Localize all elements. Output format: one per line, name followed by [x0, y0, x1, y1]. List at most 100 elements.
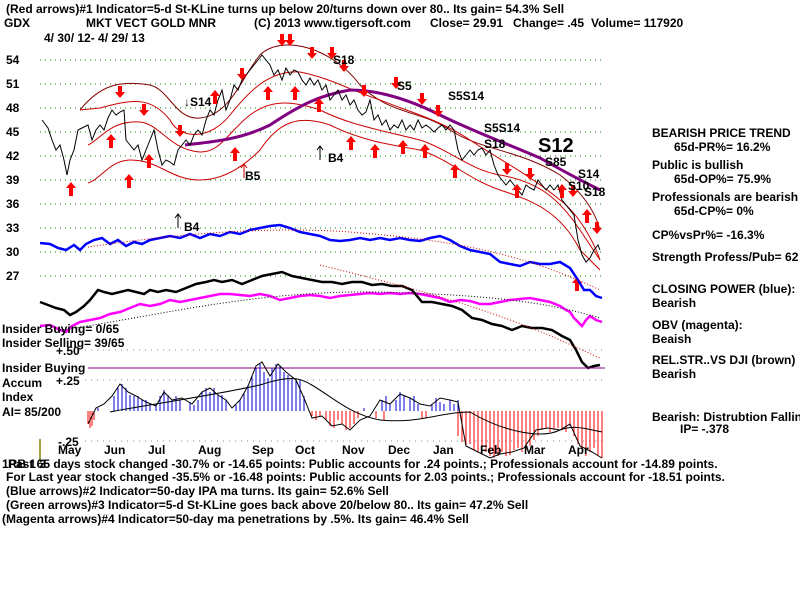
insider-buying-count: Insider Buying= 0/65	[2, 322, 120, 336]
upper-band	[79, 71, 601, 261]
b4-arrow-2	[174, 213, 182, 228]
closing-power-line	[39, 223, 603, 300]
closing-power-title: CLOSING POWER (blue):	[652, 282, 796, 296]
signal-s14-2: S14	[578, 167, 600, 181]
b4-arrow-1	[316, 145, 324, 160]
cpvspr-value: CP%vsPr%= -16.3%	[652, 228, 765, 242]
public-block: Public is bullish 65d-OP%= 75.9%	[652, 158, 771, 186]
closing-power-ma	[87, 229, 601, 291]
ai-status-block: Bearish: Distrubtion Falling IP= -.378	[652, 410, 800, 435]
strength-value: Strength Profess/Pub= 62	[652, 250, 799, 264]
red-arrows-up	[66, 86, 592, 291]
ai-value: AI= 85/200	[2, 405, 62, 419]
indicator1-line: (Red arrows)#1 Indicator=5-d St-KLine tu…	[6, 2, 565, 16]
relstr-ma	[319, 264, 601, 359]
price-trend-block: BEARISH PRICE TREND 65d-PR%= 16.2%	[652, 126, 791, 154]
insider-selling-count: Insider Selling= 39/65	[2, 336, 125, 350]
y-tick-27: 27	[6, 269, 20, 283]
outer-band	[79, 44, 601, 231]
signal-s5s14-2: S5S14	[484, 121, 520, 135]
date-range: 4/ 30/ 12- 4/ 29/ 13	[44, 31, 145, 45]
op-value: 65d-OP%= 75.9%	[674, 172, 772, 186]
obv-title: OBV (magenta):	[652, 318, 743, 332]
x-tick-sep: Sep	[252, 443, 275, 457]
y-tick-33: 33	[6, 221, 20, 235]
x-tick-feb: Feb	[480, 443, 502, 457]
pro-title: Professionals are bearish	[652, 190, 799, 204]
signal-b4-1: B4	[328, 151, 344, 165]
footer-magenta-arrows: (Magenta arrows)#4 Indicator=50-day ma p…	[2, 512, 469, 526]
red-arrows-down	[115, 34, 602, 234]
price-bars	[41, 54, 601, 263]
price-grid	[40, 59, 605, 277]
x-tick-jul: Jul	[148, 443, 166, 457]
closing-power-status: Bearish	[652, 296, 697, 310]
obv-block: OBV (magenta): Beaish	[652, 318, 743, 346]
signal-s5s14-1: S5S14	[448, 89, 484, 103]
y-tick-39: 39	[6, 173, 20, 187]
obv-status: Beaish	[652, 332, 692, 346]
footer-last-year: For Last year stock changed -35.5% or -1…	[6, 470, 725, 484]
obv-line	[39, 291, 603, 334]
y-tick-51: 51	[6, 77, 20, 91]
obv-ma	[59, 291, 601, 331]
plus50-label: +.50	[56, 344, 80, 358]
minus25-label: -.25	[58, 435, 79, 449]
x-tick-mar: Mar	[524, 443, 546, 457]
signal-s18-3: S18	[584, 185, 606, 199]
mid-band	[87, 102, 601, 261]
signal-s10: S10	[568, 179, 590, 193]
public-title: Public is bullish	[652, 158, 744, 172]
ai-line	[87, 361, 603, 459]
y-tick-42: 42	[6, 149, 20, 163]
lower-band	[87, 119, 601, 271]
index-label: Index	[2, 390, 34, 404]
closing-power-block: CLOSING POWER (blue): Bearish	[652, 282, 795, 310]
copyright: (C) 2013 www.tigersoft.com	[254, 16, 411, 30]
signal-b4-2: B4	[184, 220, 200, 234]
y-tick-45: 45	[6, 125, 20, 139]
signal-s5: S5	[397, 79, 412, 93]
signal-s85: S85	[545, 155, 567, 169]
signal-s14-1: ↓S14	[184, 95, 212, 109]
y-tick-54: 54	[6, 53, 20, 67]
signal-s18-1: S18	[333, 53, 355, 67]
trend-title: BEARISH PRICE TREND	[652, 126, 791, 140]
x-tick-oct: Oct	[295, 443, 316, 457]
security-name: MKT VECT GOLD MNR	[86, 16, 216, 30]
relstr-title: REL.STR..VS DJI (brown)	[652, 353, 796, 367]
footer-past65: Past 65 days stock changed -30.7% or -14…	[8, 457, 718, 471]
close-value: Close= 29.91	[430, 16, 504, 30]
cp-value: 65d-CP%= 0%	[674, 204, 754, 218]
footer-green-arrows: (Green arrows)#3 Indicator=5-d St-KLine …	[6, 498, 529, 512]
x-tick-aug: Aug	[198, 443, 222, 457]
pr-value: 65d-PR%= 16.2%	[674, 140, 771, 154]
y-tick-30: 30	[6, 245, 20, 259]
ai-ma-line	[109, 378, 603, 435]
ai-status-title: Bearish: Distrubtion Falling	[652, 410, 800, 424]
ma50-line	[184, 88, 601, 192]
b5-arrow	[240, 163, 248, 178]
y-tick-48: 48	[6, 101, 20, 115]
signal-s18-2: S18	[484, 137, 506, 151]
volume-value: Volume= 117920	[591, 16, 684, 30]
x-tick-jun: Jun	[104, 443, 126, 457]
plus25-label: +.25	[56, 374, 80, 388]
ticker-symbol: GDX	[4, 16, 31, 30]
professionals-block: Professionals are bearish 65d-CP%= 0%	[652, 190, 798, 218]
relstr-line	[39, 270, 601, 370]
x-tick-may: May	[58, 443, 82, 457]
insider-buying-label: Insider Buying	[2, 361, 86, 375]
y-tick-36: 36	[6, 197, 20, 211]
x-tick-apr: Apr	[568, 443, 589, 457]
footer-overlap-prefix: 1RB 1 3	[2, 457, 47, 471]
change-value: Change= .45	[513, 16, 585, 30]
footer-blue-arrows: (Blue arrows)#2 Indicator=50-day IPA ma …	[6, 484, 389, 498]
signal-b5: B5	[245, 169, 261, 183]
ip-value: IP= -.378	[680, 422, 730, 436]
signal-s12: S12	[538, 135, 574, 157]
relstr-block: REL.STR..VS DJI (brown) Bearish	[652, 353, 795, 381]
accum-label: Accum	[2, 376, 43, 390]
x-tick-nov: Nov	[342, 443, 365, 457]
